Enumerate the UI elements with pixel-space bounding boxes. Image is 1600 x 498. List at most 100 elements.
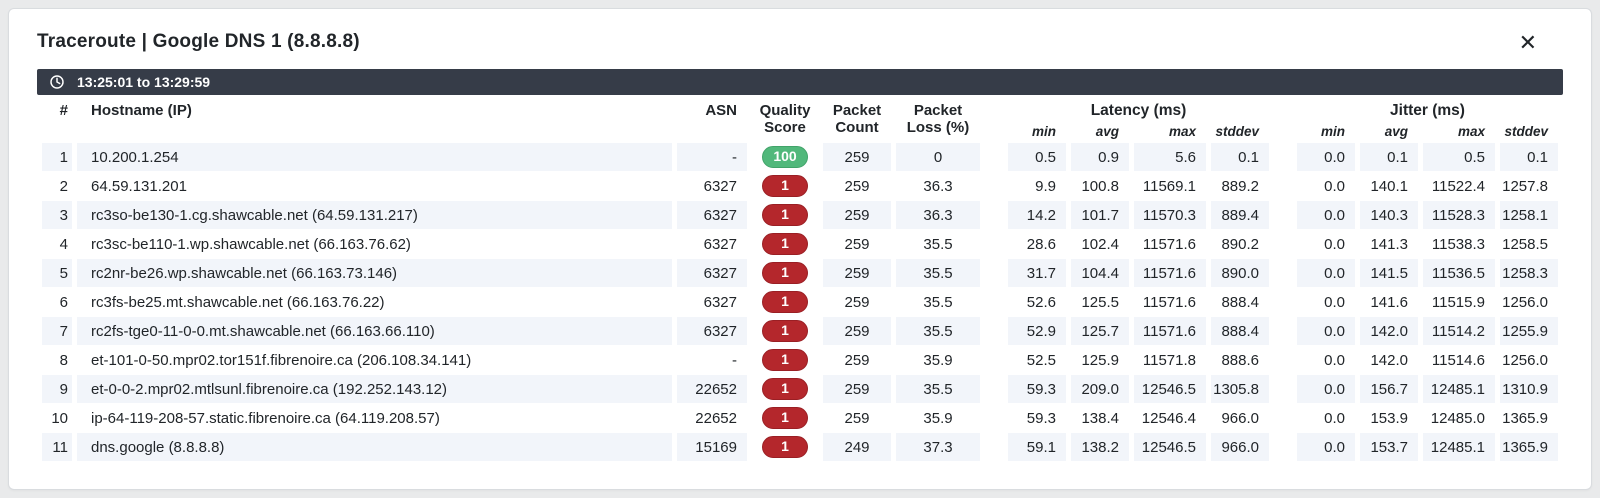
quality-score-badge: 1: [762, 407, 808, 430]
table-row: 6 rc3fs-be25.mt.shawcable.net (66.163.76.…: [42, 288, 1558, 316]
cell-host: et-101-0-50.mpr02.tor151f.fibrenoire.ca …: [91, 351, 472, 369]
cell-hop: 1: [42, 143, 72, 172]
cell-lat_max: 11570.3: [1134, 201, 1206, 230]
cell-hop: 7: [42, 317, 72, 346]
cell-jit_std: 1365.9: [1502, 409, 1548, 427]
quality-score-badge: 1: [762, 233, 808, 256]
cell-lat_avg: 101.7: [1071, 201, 1129, 230]
cell-jit_avg: 141.5: [1360, 259, 1418, 288]
cell-lat_min: 9.9: [1035, 177, 1056, 195]
table-row: 9 et-0-0-2.mpr02.mtlsunl.fibrenoire.ca (1…: [42, 375, 1558, 404]
cell-lat_avg: 138.2: [1071, 433, 1129, 462]
cell-lat_min: 28.6: [1026, 235, 1056, 253]
cell-jit_avg: 142.0: [1370, 351, 1408, 369]
cell-loss: 35.5: [923, 235, 953, 253]
column-gap: [1274, 143, 1292, 171]
column-gap: [1274, 201, 1292, 229]
cell-lat_min: 31.7: [1008, 259, 1066, 288]
cell-loss: 0: [896, 143, 980, 172]
cell-lat_max: 11571.6: [1142, 235, 1196, 253]
cell-lat_min: 59.3: [1026, 409, 1056, 427]
cell-lat_std: 0.1: [1211, 143, 1269, 172]
cell-packets: 259: [823, 201, 891, 230]
cell-jit_avg: 0.1: [1360, 143, 1418, 172]
col-header-hop: #: [59, 102, 68, 119]
table-row: 11 dns.google (8.8.8.8) 15169 1 249 37.3 59.1 1…: [42, 433, 1558, 462]
cell-host: et-0-0-2.mpr02.mtlsunl.fibrenoire.ca (19…: [77, 375, 672, 404]
cell-jit_std: 1256.0: [1502, 351, 1548, 369]
cell-jit_max: 11514.2: [1423, 317, 1495, 346]
cell-lat_std: 890.0: [1211, 259, 1269, 288]
column-gap: [985, 201, 1003, 229]
traceroute-table: # Hostname (IP) ASN Quality Score Packet C…: [37, 97, 1563, 462]
cell-packets: 259: [844, 293, 870, 311]
cell-score: 1: [752, 346, 818, 374]
clock-icon: [50, 75, 64, 89]
cell-jit_max: 11536.5: [1423, 259, 1495, 288]
cell-host: ip-64-119-208-57.static.fibrenoire.ca (6…: [91, 409, 440, 427]
cell-jit_max: 12485.1: [1423, 433, 1495, 462]
table-row: 10 ip-64-119-208-57.static.fibrenoire.ca …: [42, 404, 1558, 432]
cell-lat_min: 59.3: [1008, 375, 1066, 404]
cell-host: dns.google (8.8.8.8): [77, 433, 672, 462]
cell-lat_min: 14.2: [1008, 201, 1066, 230]
cell-lat_min: 52.9: [1008, 317, 1066, 346]
cell-asn: 6327: [677, 259, 747, 288]
traceroute-panel: Traceroute | Google DNS 1 (8.8.8.8) ✕ 13…: [8, 8, 1592, 490]
cell-score: 1: [752, 230, 818, 258]
cell-lat_max: 12546.5: [1134, 375, 1206, 404]
column-gap: [1274, 346, 1292, 374]
cell-hop: 8: [59, 351, 68, 369]
cell-lat_avg: 100.8: [1081, 177, 1119, 195]
cell-jit_avg: 140.1: [1370, 177, 1408, 195]
column-gap: [985, 98, 1003, 142]
cell-loss: 35.9: [923, 351, 953, 369]
cell-lat_std: 888.4: [1211, 317, 1269, 346]
column-gap: [1274, 433, 1292, 461]
cell-score: 1: [752, 404, 818, 432]
cell-lat_std: 1305.8: [1211, 375, 1269, 404]
cell-lat_avg: 0.9: [1071, 143, 1129, 172]
cell-hop: 2: [59, 177, 68, 195]
cell-hop: 3: [42, 201, 72, 230]
cell-packets: 259: [823, 317, 891, 346]
cell-packets: 259: [823, 143, 891, 172]
column-gap: [985, 404, 1003, 432]
cell-asn: 6327: [703, 235, 737, 253]
quality-score-badge: 100: [762, 146, 808, 169]
cell-jit_max: 0.5: [1423, 143, 1495, 172]
quality-score-badge: 1: [762, 262, 808, 285]
cell-loss: 36.3: [923, 177, 953, 195]
quality-score-badge: 1: [762, 291, 808, 314]
column-gap: [985, 433, 1003, 461]
close-icon[interactable]: ✕: [1518, 30, 1537, 55]
quality-score-badge: 1: [762, 436, 808, 459]
cell-jit_avg: 141.6: [1370, 293, 1408, 311]
cell-lat_max: 11571.6: [1142, 293, 1196, 311]
cell-packets: 249: [823, 433, 891, 462]
cell-jit_std: 1257.8: [1502, 177, 1548, 195]
cell-lat_avg: 104.4: [1071, 259, 1129, 288]
table-header: # Hostname (IP) ASN Quality Score Packet C…: [42, 98, 1558, 142]
cell-lat_std: 889.2: [1221, 177, 1259, 195]
col-header-asn: ASN: [705, 102, 737, 119]
cell-loss: 35.9: [923, 409, 953, 427]
cell-host: rc2fs-tge0-11-0-0.mt.shawcable.net (66.1…: [77, 317, 672, 346]
cell-lat_std: 890.2: [1221, 235, 1259, 253]
col-header-hostname: Hostname (IP): [91, 102, 192, 119]
cell-jit_std: 0.1: [1500, 143, 1558, 172]
cell-loss: 35.5: [923, 293, 953, 311]
cell-hop: 10: [51, 409, 68, 427]
quality-score-badge: 1: [762, 349, 808, 372]
column-gap: [1274, 404, 1292, 432]
cell-lat_avg: 209.0: [1071, 375, 1129, 404]
cell-host: 64.59.131.201: [91, 177, 187, 195]
col-header-quality-score: Quality Score: [759, 102, 811, 137]
column-gap: [1274, 375, 1292, 403]
cell-packets: 259: [844, 351, 870, 369]
cell-jit_std: 1365.9: [1500, 433, 1558, 462]
cell-jit_std: 1255.9: [1500, 317, 1558, 346]
cell-hop: 5: [42, 259, 72, 288]
cell-jit_std: 1258.1: [1500, 201, 1558, 230]
quality-score-badge: 1: [762, 204, 808, 227]
